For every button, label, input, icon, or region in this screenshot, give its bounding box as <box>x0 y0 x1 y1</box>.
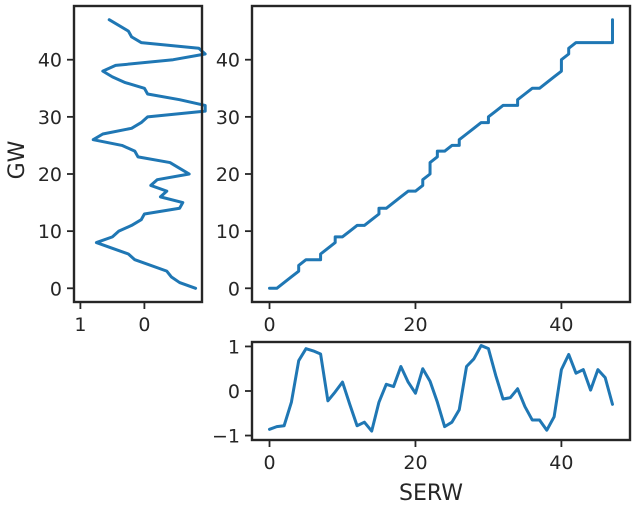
bottom-series-line <box>268 344 614 433</box>
bottom-frame <box>250 340 632 442</box>
left-ytick-label: 0 <box>50 278 62 300</box>
left-ytick-label: 10 <box>38 221 62 243</box>
bottom-panel: 0 20 40 −1 0 1 SERW <box>212 336 632 506</box>
left-xtick-label: 0 <box>138 314 150 336</box>
main-frame <box>250 4 632 304</box>
bottom-xtick-label: 20 <box>403 452 427 474</box>
bottom-ytick-label: 0 <box>228 381 240 403</box>
left-y-axis-label: GW <box>5 140 30 179</box>
bottom-xtick-label: 40 <box>549 452 573 474</box>
main-xtick-label: 40 <box>549 314 573 336</box>
left-ytick-label: 30 <box>38 107 62 129</box>
left-xtick-label: 1 <box>74 314 86 336</box>
left-frame <box>72 4 204 304</box>
left-ytick-label: 20 <box>38 164 62 186</box>
main-ytick-label: 20 <box>216 164 240 186</box>
bottom-x-axis-label: SERW <box>399 481 463 506</box>
bottom-ytick-label: 1 <box>228 336 240 358</box>
main-panel: 0 20 40 0 10 20 30 40 <box>216 4 632 336</box>
bottom-xtick-label: 0 <box>263 452 275 474</box>
main-ytick-label: 0 <box>228 278 240 300</box>
main-ytick-label: 30 <box>216 107 240 129</box>
left-ytick-label: 40 <box>38 50 62 72</box>
main-xtick-label: 20 <box>403 314 427 336</box>
bottom-ytick-label: −1 <box>212 426 240 448</box>
main-xtick-label: 0 <box>263 314 275 336</box>
main-ytick-label: 40 <box>216 50 240 72</box>
main-series-line <box>268 18 614 290</box>
left-series-line <box>91 18 207 290</box>
main-ytick-label: 10 <box>216 221 240 243</box>
